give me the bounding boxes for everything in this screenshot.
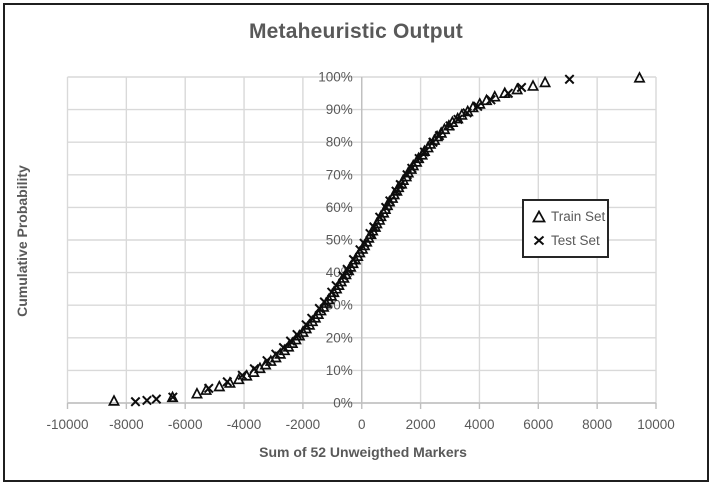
test-point — [516, 82, 527, 93]
legend: Train Set Test Set — [522, 199, 609, 258]
y-tick-label: 60% — [326, 200, 353, 215]
test-point — [262, 355, 272, 366]
test-point — [167, 392, 178, 403]
x-tick-label: 0 — [358, 417, 366, 432]
train-point — [190, 387, 203, 399]
test-point — [384, 195, 395, 206]
train-point — [480, 93, 493, 106]
test-point — [222, 376, 233, 387]
test-point — [391, 186, 401, 197]
test-point — [434, 130, 445, 141]
test-point — [564, 74, 575, 85]
x-axis-title: Sum of 52 Unweigthed Markers — [259, 444, 467, 460]
test-point — [503, 88, 514, 99]
legend-train-label: Train Set — [551, 209, 606, 225]
x-tick-label: 8000 — [582, 417, 612, 432]
legend-test-label: Test Set — [551, 232, 600, 248]
x-tick-label: -6000 — [168, 417, 203, 432]
test-point — [249, 363, 260, 374]
test-point — [402, 169, 412, 180]
legend-item-test: Test Set — [532, 233, 607, 248]
train-point — [232, 372, 245, 385]
train-point — [166, 390, 179, 403]
x-tick-label: 10000 — [637, 417, 675, 432]
test-point — [380, 202, 391, 213]
legend-item-train: Train Set — [532, 209, 607, 224]
test-point — [395, 179, 406, 190]
test-point — [355, 244, 365, 255]
train-point — [488, 90, 501, 102]
test-point — [292, 329, 302, 340]
test-point — [151, 394, 162, 404]
chart-title: Metaheuristic Output — [248, 20, 463, 43]
y-tick-label: 50% — [326, 233, 353, 248]
train-point — [107, 394, 120, 406]
x-tick-label: -2000 — [286, 417, 321, 432]
x-tick-label: 2000 — [406, 417, 436, 432]
test-point — [445, 120, 455, 131]
train-point — [527, 79, 540, 91]
test-point — [472, 101, 483, 112]
test-point — [326, 287, 337, 298]
test-point — [314, 303, 325, 314]
train-point — [633, 71, 646, 83]
test-point — [237, 370, 248, 381]
test-point — [453, 114, 463, 125]
train-point — [539, 75, 552, 88]
test-point — [130, 396, 141, 407]
test-point — [342, 264, 353, 275]
test-point — [419, 147, 430, 157]
test-point — [486, 94, 496, 105]
test-point — [365, 228, 375, 239]
triangle-marker-icon — [532, 210, 546, 223]
y-tick-label: 0% — [333, 396, 353, 411]
y-tick-label: 90% — [326, 102, 353, 117]
test-point — [331, 280, 342, 291]
test-point — [338, 270, 348, 281]
test-point — [306, 313, 317, 324]
test-point — [270, 349, 281, 360]
test-point — [406, 163, 417, 174]
y-tick-label: 70% — [326, 167, 353, 182]
x-tick-label: -10000 — [46, 417, 88, 432]
test-point — [203, 383, 214, 394]
x-marker-icon — [533, 235, 545, 245]
test-point — [462, 107, 472, 118]
test-point — [374, 212, 385, 223]
test-point — [359, 238, 370, 249]
y-tick-label: 100% — [318, 70, 353, 85]
train-point — [213, 379, 226, 392]
test-point — [319, 297, 330, 307]
x-tick-label: 4000 — [464, 417, 494, 432]
test-point — [368, 222, 379, 232]
test-point — [348, 254, 359, 265]
x-tick-label: -8000 — [109, 417, 144, 432]
y-tick-label: 10% — [326, 363, 353, 378]
y-tick-label: 20% — [326, 330, 353, 345]
y-axis-title: Cumulative Probability — [14, 165, 30, 317]
x-tick-label: 6000 — [523, 417, 553, 432]
y-tick-label: 80% — [326, 135, 353, 150]
test-point — [142, 395, 152, 406]
x-tick-label: -4000 — [227, 417, 262, 432]
